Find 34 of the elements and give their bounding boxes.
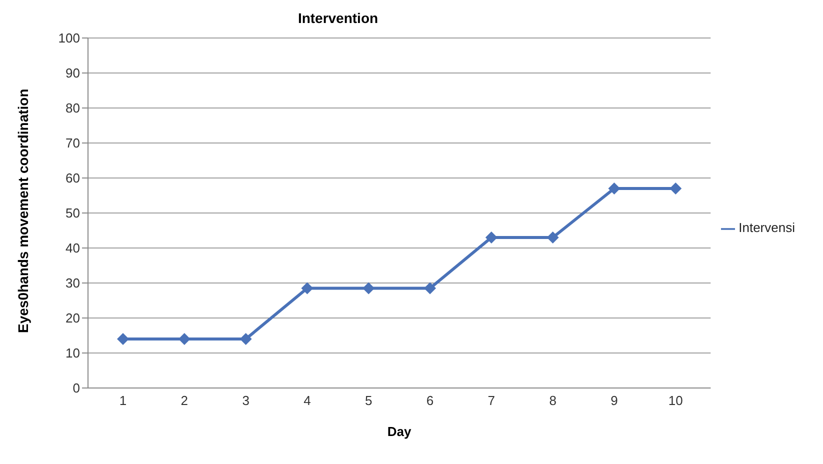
y-axis-title: Eyes0hands movement coordination bbox=[14, 88, 31, 333]
y-tick-label: 100 bbox=[58, 30, 80, 46]
y-tick-label: 20 bbox=[66, 310, 80, 326]
y-tick-label: 80 bbox=[66, 100, 80, 116]
point bbox=[301, 282, 314, 294]
x-tick-label: 1 bbox=[119, 393, 127, 408]
x-tick-label: 9 bbox=[610, 393, 618, 408]
point bbox=[608, 182, 620, 194]
point bbox=[485, 232, 498, 244]
y-tick-label: 90 bbox=[66, 66, 80, 81]
point bbox=[240, 333, 252, 345]
x-tick-label: 7 bbox=[488, 393, 496, 408]
y-tick-label: 70 bbox=[66, 136, 80, 151]
x-tick-label: 3 bbox=[242, 393, 250, 408]
point bbox=[362, 282, 375, 294]
y-tick-label: 10 bbox=[66, 346, 80, 361]
point bbox=[424, 282, 436, 294]
y-tick-label: 40 bbox=[66, 240, 80, 256]
x-tick-label: 10 bbox=[668, 393, 683, 408]
chart-title: Intervention bbox=[296, 10, 380, 26]
x-tick-label: 6 bbox=[426, 393, 434, 408]
x-tick-label: 8 bbox=[549, 393, 556, 408]
legend-label: Intervensi bbox=[738, 220, 795, 236]
point bbox=[670, 182, 682, 194]
y-tick-label: 0 bbox=[72, 380, 80, 396]
x-tick-label: 2 bbox=[180, 393, 188, 408]
x-tick-label: 4 bbox=[304, 393, 311, 408]
point bbox=[117, 333, 129, 345]
x-axis-title: Day bbox=[387, 424, 412, 439]
y-tick-label: 30 bbox=[66, 276, 80, 291]
point bbox=[546, 232, 559, 244]
x-tick-label: 5 bbox=[364, 393, 372, 408]
y-tick-label: 50 bbox=[66, 206, 80, 221]
y-tick-label: 60 bbox=[66, 170, 80, 186]
